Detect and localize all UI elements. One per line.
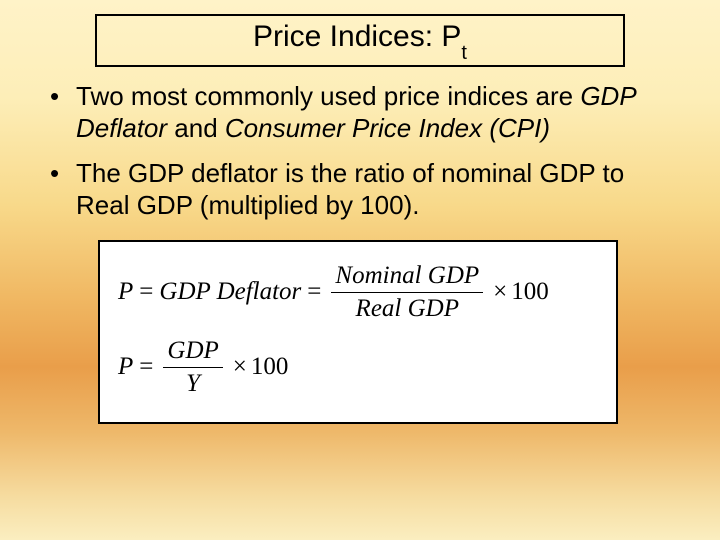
eq1-lhs: P xyxy=(118,278,133,306)
fraction-numerator: GDP xyxy=(163,337,222,367)
eq1-mid: GDP Deflator xyxy=(159,278,301,306)
bullet-list: Two most commonly used price indices are… xyxy=(38,81,682,222)
formula-box: P = GDP Deflator = Nominal GDP Real GDP … xyxy=(98,240,618,424)
fraction-denominator: Y xyxy=(182,368,204,398)
bullet-text-pre: Two most commonly used price indices are xyxy=(76,81,580,111)
title-box: Price Indices: Pt xyxy=(95,14,625,67)
times-sign: × xyxy=(227,353,251,381)
title-subscript: t xyxy=(461,42,467,64)
eq2-tail: 100 xyxy=(251,353,289,381)
fraction-numerator: Nominal GDP xyxy=(331,262,483,292)
list-item: The GDP deflator is the ratio of nominal… xyxy=(42,158,678,221)
slide-title: Price Indices: Pt xyxy=(253,20,467,53)
title-main: Price Indices: P xyxy=(253,20,461,53)
equation-1: P = GDP Deflator = Nominal GDP Real GDP … xyxy=(118,262,598,323)
eq2-lhs: P xyxy=(118,353,133,381)
equals-sign: = xyxy=(133,353,159,381)
bullet-italic-2: Consumer Price Index (CPI) xyxy=(225,113,550,143)
bullet-text: The GDP deflator is the ratio of nominal… xyxy=(76,158,624,220)
fraction-denominator: Real GDP xyxy=(352,293,463,323)
slide: Price Indices: Pt Two most commonly used… xyxy=(0,0,720,540)
fraction: Nominal GDP Real GDP xyxy=(331,262,483,323)
equals-sign: = xyxy=(133,278,159,306)
equals-sign: = xyxy=(301,278,327,306)
list-item: Two most commonly used price indices are… xyxy=(42,81,678,144)
equation-2: P = GDP Y ×100 xyxy=(118,337,598,398)
times-sign: × xyxy=(487,278,511,306)
fraction: GDP Y xyxy=(163,337,222,398)
eq1-tail: 100 xyxy=(511,278,549,306)
bullet-text-mid: and xyxy=(167,113,225,143)
